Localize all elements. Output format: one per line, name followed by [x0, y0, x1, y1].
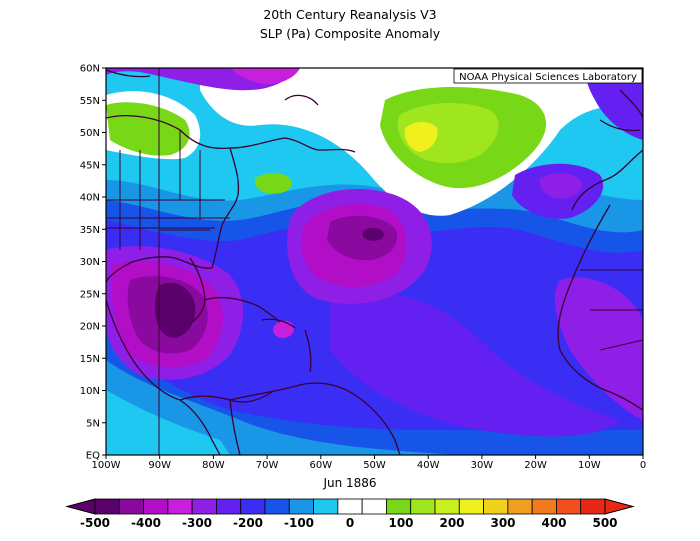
lon-tick-label: 80W	[202, 460, 225, 471]
lon-tick-label: 70W	[256, 460, 279, 471]
colorbar-swatch	[216, 498, 242, 515]
coastlines	[106, 69, 643, 455]
map-field	[106, 68, 643, 455]
lat-tick-label: 15N	[80, 354, 100, 365]
lat-tick-label: 40N	[80, 193, 100, 204]
credit-text: NOAA Physical Sciences Laboratory	[459, 72, 637, 83]
lat-tick-label: 55N	[80, 96, 100, 107]
colorbar-arrow-right	[604, 498, 635, 515]
colorbar-arrow-left	[65, 498, 96, 515]
colorbar-label: -300	[182, 516, 212, 530]
lon-tick-label: 50W	[363, 460, 386, 471]
latitude-axis: 60N 55N 50N 45N 40N 35N 30N 25N 20N 15N 10N 5N EQ	[80, 64, 106, 462]
chart-title: 20th Century Reanalysis V3	[263, 7, 437, 22]
colorbar-swatch	[143, 498, 169, 515]
lat-tick-label: 60N	[80, 64, 100, 75]
lon-tick-label: 60W	[309, 460, 332, 471]
political-borders	[106, 68, 643, 455]
colorbar-label: 100	[388, 516, 413, 530]
lon-tick-label: 10W	[578, 460, 601, 471]
lat-tick-label: 5N	[86, 418, 100, 429]
colorbar-swatch	[191, 498, 217, 515]
longitude-axis: 100W 90W 80W 70W 60W 50W 40W 30W 20W 10W 0	[92, 455, 646, 471]
colorbar-swatch	[434, 498, 460, 515]
colorbar-swatch	[264, 498, 290, 515]
colorbar-label: -500	[80, 516, 110, 530]
colorbar-swatch	[458, 498, 484, 515]
colorbar-label: 400	[541, 516, 566, 530]
colorbar-swatch	[337, 498, 363, 515]
lat-tick-label: 20N	[80, 322, 100, 333]
colorbar-label: -400	[131, 516, 161, 530]
chart-subtitle: SLP (Pa) Composite Anomaly	[259, 26, 441, 41]
colorbar-swatch	[94, 498, 120, 515]
lat-tick-label: 25N	[80, 289, 100, 300]
colorbar-label: -200	[233, 516, 263, 530]
colorbar-label: 500	[592, 516, 617, 530]
colorbar-swatch	[288, 498, 314, 515]
lon-tick-label: 20W	[524, 460, 547, 471]
colorbar-swatch	[240, 498, 266, 515]
colorbar-swatch	[167, 498, 193, 515]
lat-tick-label: 50N	[80, 128, 100, 139]
lon-tick-label: 90W	[148, 460, 171, 471]
colorbar-swatch	[531, 498, 557, 515]
colorbar-swatch	[410, 498, 436, 515]
colorbar-swatch	[580, 498, 606, 515]
colorbar-swatch	[118, 498, 144, 515]
lat-tick-label: 10N	[80, 386, 100, 397]
colorbar-label: -100	[284, 516, 314, 530]
colorbar-swatch	[313, 498, 339, 515]
colorbar-swatch	[361, 498, 387, 515]
colorbar-label: 0	[346, 516, 354, 530]
lat-tick-label: EQ	[86, 451, 100, 462]
credit-box: NOAA Physical Sciences Laboratory	[453, 68, 643, 84]
date-label: Jun 1886	[323, 476, 377, 490]
lon-tick-label: 0	[640, 460, 646, 471]
colorbar-label: 300	[490, 516, 515, 530]
colorbar-swatch	[556, 498, 582, 515]
lat-tick-label: 45N	[80, 160, 100, 171]
colorbar: -500 -400 -300 -200 -100 0 100 200 300 400 500	[65, 498, 635, 530]
colorbar-label: 200	[439, 516, 464, 530]
colorbar-swatch	[483, 498, 509, 515]
lon-tick-label: 30W	[471, 460, 494, 471]
lat-tick-label: 35N	[80, 225, 100, 236]
lat-tick-label: 30N	[80, 257, 100, 268]
lon-tick-label: 40W	[417, 460, 440, 471]
lon-tick-label: 100W	[92, 460, 121, 471]
colorbar-swatch	[386, 498, 412, 515]
colorbar-swatch	[507, 498, 533, 515]
